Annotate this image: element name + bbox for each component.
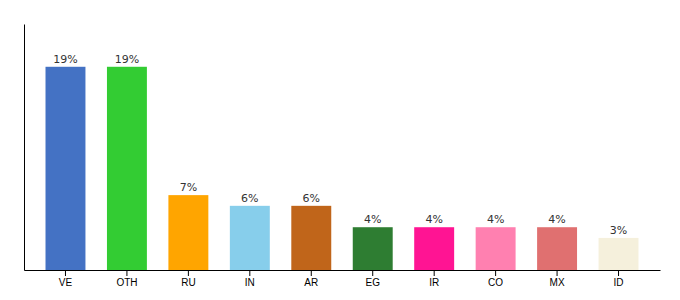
- x-tick-mark: [311, 270, 312, 276]
- x-tick-mark: [495, 270, 496, 276]
- x-tick-mark: [126, 270, 127, 276]
- x-tick: CO: [488, 270, 503, 288]
- x-tick-label: CO: [488, 277, 503, 288]
- x-tick-label: RU: [181, 277, 195, 288]
- data-label: 19%: [115, 53, 139, 66]
- x-tick-mark: [557, 270, 558, 276]
- bar: [599, 238, 639, 270]
- data-label: 3%: [610, 224, 627, 237]
- y-axis-line: [24, 25, 25, 271]
- bar: [476, 227, 516, 270]
- bar: [46, 67, 86, 270]
- x-tick: IN: [245, 270, 255, 288]
- bar: [168, 195, 208, 270]
- bar: [353, 227, 393, 270]
- x-tick-mark: [434, 270, 435, 276]
- x-tick-label: IN: [245, 277, 255, 288]
- x-tick: MX: [550, 270, 565, 288]
- x-tick: OTH: [116, 270, 137, 288]
- x-tick: EG: [365, 270, 380, 288]
- x-tick: VE: [59, 270, 73, 288]
- x-tick: AR: [304, 270, 318, 288]
- x-tick-label: IR: [429, 277, 439, 288]
- data-label: 4%: [364, 213, 381, 226]
- x-tick-label: VE: [59, 277, 73, 288]
- data-label: 6%: [303, 192, 320, 205]
- data-label: 7%: [180, 181, 197, 194]
- x-tick: IR: [429, 270, 439, 288]
- x-tick-mark: [372, 270, 373, 276]
- x-tick-label: ID: [614, 277, 624, 288]
- x-tick-mark: [65, 270, 66, 276]
- data-label: 4%: [548, 213, 565, 226]
- bars: [46, 67, 639, 270]
- chart-container: VE OTH RU IN AR EG IR CO MX ID 19% 19% 7% 6% 6% 4% 4% 4% 4…: [0, 0, 680, 300]
- x-tick-label: EG: [365, 277, 380, 288]
- bar: [537, 227, 577, 270]
- x-tick-mark: [249, 270, 250, 276]
- plot-area: VE OTH RU IN AR EG IR CO MX ID 19% 19% 7% 6% 6% 4% 4% 4% 4…: [25, 25, 661, 289]
- data-label: 6%: [241, 192, 258, 205]
- bar: [107, 67, 147, 270]
- x-tick-label: MX: [550, 277, 565, 288]
- x-axis-line: [25, 270, 661, 271]
- x-tick: RU: [181, 270, 195, 288]
- x-tick-label: OTH: [116, 277, 137, 288]
- data-label: 4%: [425, 213, 442, 226]
- bar: [291, 206, 331, 270]
- x-axis: VE OTH RU IN AR EG IR CO MX ID: [25, 270, 661, 288]
- chart-svg: VE OTH RU IN AR EG IR CO MX ID 19% 19% 7% 6% 6% 4% 4% 4% 4…: [0, 0, 680, 300]
- x-tick: ID: [614, 270, 624, 288]
- bar: [230, 206, 270, 270]
- x-tick-mark: [188, 270, 189, 276]
- data-labels: 19% 19% 7% 6% 6% 4% 4% 4% 4% 3%: [53, 53, 627, 237]
- data-label: 4%: [487, 213, 504, 226]
- bar: [414, 227, 454, 270]
- x-tick-mark: [618, 270, 619, 276]
- y-axis: [24, 25, 25, 271]
- data-label: 19%: [53, 53, 77, 66]
- x-tick-label: AR: [304, 277, 318, 288]
